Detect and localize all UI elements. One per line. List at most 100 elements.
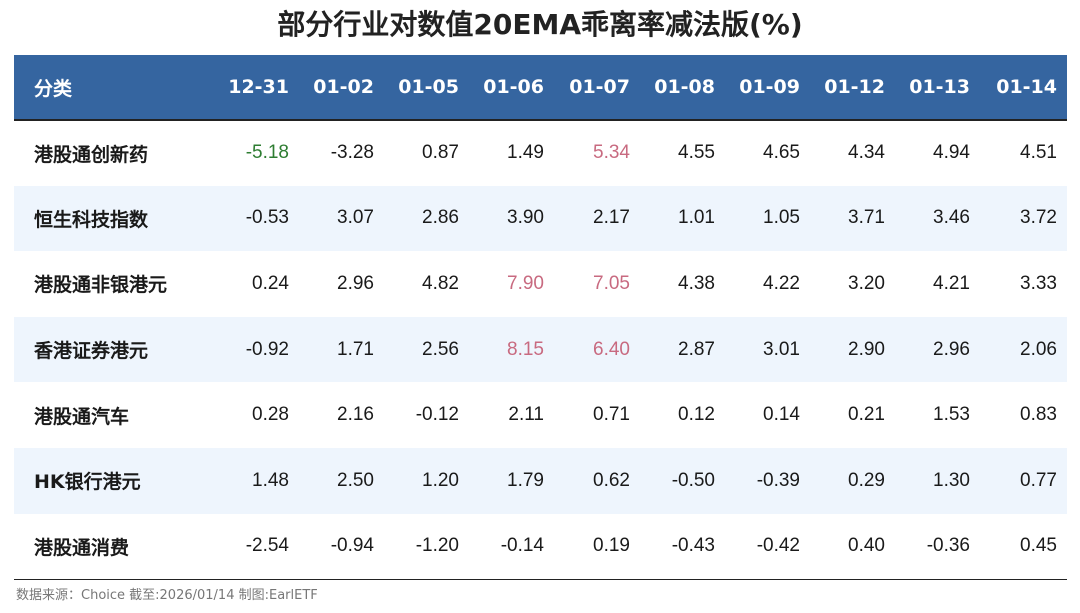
- table-cell: 0.14: [763, 404, 800, 426]
- table-row: 港股通汽车 0.28 2.16 -0.12 2.11 0.71 0.12 0.14 0.21 1.…: [14, 382, 1067, 448]
- table-cell: 0.62: [593, 469, 630, 491]
- table-cell: 0.24: [252, 272, 289, 294]
- table-cell: 4.94: [895, 119, 980, 186]
- table-cell: -0.42: [725, 513, 810, 580]
- data-table: 分类 12-31 01-02 01-05 01-06 01-07 01-08 01-09 01…: [14, 55, 1067, 580]
- table-row: 港股通创新药 -5.18 -3.28 0.87 1.49 5.34 4.55 4.65 4.34…: [14, 119, 1067, 186]
- table-cell: 0.29: [848, 469, 885, 491]
- table-cell: -1.20: [384, 513, 469, 580]
- column-header: 01-13: [909, 76, 970, 98]
- row-label: 港股通汽车: [34, 405, 130, 428]
- table-cell: -3.28: [299, 119, 384, 186]
- table-cell: -2.54: [204, 513, 299, 580]
- table-cell: -0.92: [245, 338, 289, 360]
- column-header: 01-06: [483, 76, 544, 98]
- table-cell: 2.56: [422, 338, 459, 360]
- row-label: HK银行港元: [34, 471, 141, 494]
- table-cell: 4.82: [422, 272, 459, 294]
- table-row: 香港证券港元 -0.92 1.71 2.56 8.15 6.40 2.87 3.01 2.90 2…: [14, 316, 1067, 383]
- table-cell: 1.20: [422, 469, 459, 491]
- row-label: 恒生科技指数: [34, 208, 149, 231]
- table-cell: 4.38: [678, 272, 715, 294]
- table-cell: -5.18: [204, 119, 299, 186]
- table-cell: 4.34: [810, 119, 895, 186]
- table-cell: -0.43: [640, 513, 725, 580]
- table-cell: 1.49: [469, 119, 554, 186]
- table-cell: 1.79: [507, 469, 544, 491]
- column-header: 01-12: [824, 76, 885, 98]
- table-cell: 0.40: [810, 513, 895, 580]
- table-cell: 0.83: [1020, 404, 1057, 426]
- column-header: 12-31: [228, 76, 289, 98]
- chart-title: 部分行业对数值20EMA乖离率减法版(%): [277, 8, 803, 41]
- table-cell: 3.01: [763, 338, 800, 360]
- column-header: 01-09: [739, 76, 800, 98]
- table-cell: 2.87: [678, 338, 715, 360]
- table-cell: 0.71: [593, 404, 630, 426]
- row-label: 港股通创新药: [14, 119, 204, 186]
- table-cell: 1.30: [933, 469, 970, 491]
- column-header: 01-08: [654, 76, 715, 98]
- table-cell: 3.90: [507, 207, 544, 229]
- table-cell: 2.86: [422, 207, 459, 229]
- table-row: 港股通非银港元 0.24 2.96 4.82 7.90 7.05 4.38 4.22 3.20 4…: [14, 251, 1067, 317]
- table-cell: 1.71: [337, 338, 374, 360]
- table-cell: 2.50: [337, 469, 374, 491]
- table-cell: 4.51: [980, 119, 1067, 186]
- table-cell: 0.21: [848, 404, 885, 426]
- table-cell: 2.06: [1020, 338, 1057, 360]
- table-cell: -0.36: [895, 513, 980, 580]
- column-header: 01-05: [398, 76, 459, 98]
- table-cell: 0.77: [1020, 469, 1057, 491]
- table-cell: 7.05: [593, 272, 630, 294]
- table-cell: 3.33: [1020, 272, 1057, 294]
- table-cell: 2.17: [593, 207, 630, 229]
- table-body: 港股通创新药 -5.18 -3.28 0.87 1.49 5.34 4.55 4.65 4.34…: [14, 119, 1067, 580]
- table-cell: 3.20: [848, 272, 885, 294]
- column-header: 01-07: [569, 76, 630, 98]
- table-cell: 4.21: [933, 272, 970, 294]
- column-header: 01-14: [996, 76, 1057, 98]
- table-cell: 4.22: [763, 272, 800, 294]
- header-category: 分类: [34, 77, 73, 100]
- table-cell: 1.05: [763, 207, 800, 229]
- row-label: 香港证券港元: [34, 340, 149, 363]
- table-cell: 3.07: [337, 207, 374, 229]
- table-cell: -0.12: [415, 404, 459, 426]
- table-cell: 0.87: [384, 119, 469, 186]
- table-cell: -0.94: [299, 513, 384, 580]
- table-cell: 3.46: [933, 207, 970, 229]
- table-cell: 4.55: [640, 119, 725, 186]
- table-row: HK银行港元 1.48 2.50 1.20 1.79 0.62 -0.50 -0.39 0.29…: [14, 447, 1067, 514]
- table-cell: -0.14: [469, 513, 554, 580]
- table-cell: 2.16: [337, 404, 374, 426]
- table-cell: 5.34: [554, 119, 640, 186]
- row-label: 港股通非银港元: [34, 274, 168, 297]
- table-cell: 4.65: [725, 119, 810, 186]
- table-cell: 1.48: [252, 469, 289, 491]
- table-cell: -0.39: [756, 469, 800, 491]
- table-cell: 7.90: [507, 272, 544, 294]
- table-cell: 0.12: [678, 404, 715, 426]
- table-cell: 2.96: [933, 338, 970, 360]
- table-cell: 1.53: [933, 404, 970, 426]
- table-cell: 3.72: [1020, 207, 1057, 229]
- table-cell: 2.11: [508, 404, 544, 426]
- table-cell: -0.50: [671, 469, 715, 491]
- table-row: 港股通消费 -2.54 -0.94 -1.20 -0.14 0.19 -0.43 -0.42 0…: [14, 513, 1067, 580]
- table-cell: 0.45: [980, 513, 1067, 580]
- header-row: 分类 12-31 01-02 01-05 01-06 01-07 01-08 01-09 01…: [14, 55, 1067, 120]
- table-row: 恒生科技指数 -0.53 3.07 2.86 3.90 2.17 1.01 1.05 3.71 3…: [14, 185, 1067, 252]
- table-cell: 1.01: [678, 207, 715, 229]
- table-cell: 2.96: [337, 272, 374, 294]
- table-cell: 3.71: [848, 207, 885, 229]
- table-cell: 8.15: [507, 338, 544, 360]
- table-cell: 0.28: [252, 404, 289, 426]
- source-note: 数据来源：Choice 截至:2026/01/14 制图:EarlETF: [16, 588, 318, 603]
- row-label: 港股通消费: [14, 513, 204, 580]
- table-cell: 0.19: [554, 513, 640, 580]
- table-cell: 6.40: [593, 338, 630, 360]
- column-header: 01-02: [313, 76, 374, 98]
- table-cell: 2.90: [848, 338, 885, 360]
- table-cell: -0.53: [245, 207, 289, 229]
